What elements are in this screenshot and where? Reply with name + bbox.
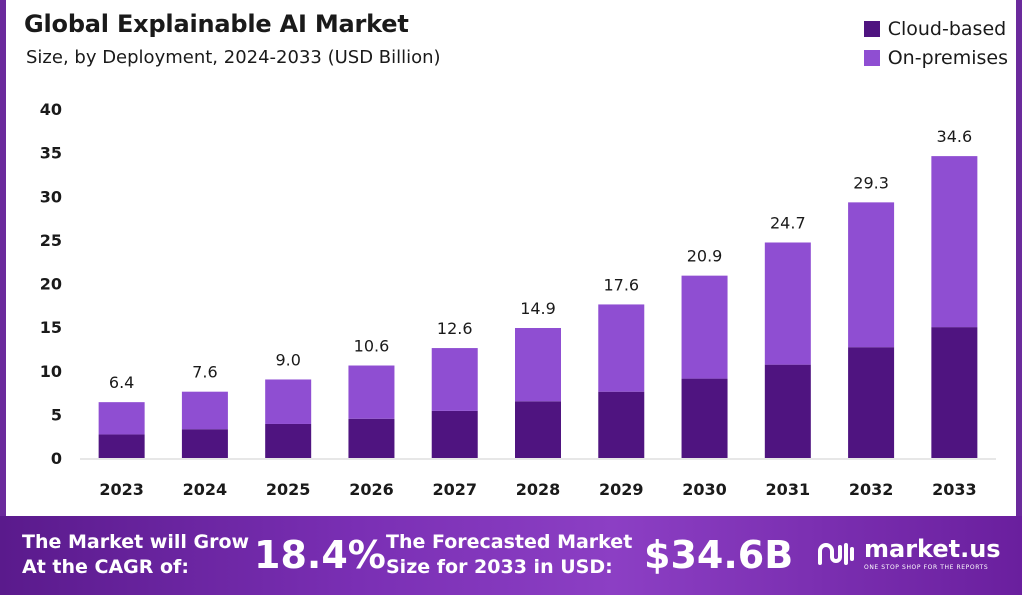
x-tick-label: 2025 — [266, 480, 311, 499]
legend-label-cloud: Cloud-based — [887, 17, 1007, 40]
y-tick-label: 20 — [40, 275, 62, 294]
bar-segment-cloud — [764, 364, 811, 458]
bar-segment-cloud — [515, 401, 561, 458]
x-tick-label: 2030 — [682, 480, 727, 499]
bar-segment-onprem — [98, 402, 145, 435]
brand-tagline: ONE STOP SHOP FOR THE REPORTS — [864, 564, 989, 571]
bar-segment-onprem — [931, 156, 978, 328]
bar-segment-onprem — [515, 327, 561, 402]
bar-segment-cloud — [181, 429, 228, 458]
bar-total-label: 10.6 — [354, 337, 390, 356]
bar-total-label: 20.9 — [687, 247, 723, 266]
chart-title: Global Explainable AI Market — [24, 10, 409, 38]
y-tick-label: 5 — [51, 405, 62, 424]
bar-total-label: 24.7 — [770, 213, 806, 232]
bar-segment-cloud — [848, 347, 895, 458]
x-tick-label: 2028 — [516, 480, 561, 499]
y-tick-label: 10 — [40, 362, 62, 381]
bar-segment-onprem — [265, 379, 312, 424]
cagr-value: 18.4% — [254, 533, 386, 577]
bar-total-label: 7.6 — [192, 363, 217, 382]
legend-item-onprem: On-premises — [863, 43, 1008, 72]
x-tick-label: 2032 — [849, 480, 894, 499]
bar-segment-cloud — [98, 434, 145, 458]
bar-total-label: 34.6 — [937, 127, 973, 146]
forecast-text-line2: Size for 2033 in USD: — [386, 556, 613, 578]
bar-total-label: 17.6 — [603, 275, 639, 294]
forecast-text: The Forecasted Market Size for 2033 in U… — [386, 530, 632, 580]
forecast-value: $34.6B — [644, 533, 794, 577]
bar-segment-onprem — [681, 275, 728, 379]
y-tick-label: 35 — [40, 144, 62, 163]
bar-segment-onprem — [764, 242, 811, 365]
bar-total-label: 29.3 — [853, 173, 889, 192]
bar-segment-cloud — [681, 378, 728, 458]
bar-segment-onprem — [431, 348, 478, 411]
legend-item-cloud: Cloud-based — [863, 14, 1008, 43]
chart-subtitle: Size, by Deployment, 2024-2033 (USD Bill… — [26, 47, 441, 68]
cagr-text-line1: The Market will Grow — [22, 531, 250, 553]
x-tick-label: 2023 — [99, 480, 144, 499]
bar-total-label: 9.0 — [275, 350, 300, 369]
bar-segment-cloud — [265, 423, 312, 458]
bar-total-label: 14.9 — [520, 299, 556, 318]
legend-swatch-cloud — [863, 20, 880, 37]
bar-total-label: 6.4 — [109, 373, 134, 392]
market-us-logo-icon — [818, 542, 854, 565]
x-tick-label: 2029 — [599, 480, 644, 499]
bar-segment-onprem — [348, 365, 395, 419]
y-tick-label: 15 — [40, 318, 62, 337]
bar-chart: 05101520253035406.420237.620249.0202510.… — [40, 100, 996, 499]
y-tick-label: 30 — [40, 187, 62, 206]
bar-segment-onprem — [181, 391, 228, 430]
x-tick-label: 2033 — [932, 480, 977, 499]
y-tick-label: 40 — [40, 100, 62, 119]
bar-total-label: 12.6 — [437, 319, 473, 338]
brand: market.us ONE STOP SHOP FOR THE REPORTS — [816, 536, 1001, 571]
x-tick-label: 2031 — [766, 480, 811, 499]
legend-label-onprem: On-premises — [887, 46, 1008, 69]
chart-legend: Cloud-based On-premises — [863, 14, 1008, 72]
y-tick-label: 0 — [51, 449, 62, 468]
brand-name: market.us — [864, 535, 1001, 563]
legend-swatch-onprem — [863, 49, 880, 66]
summary-banner: The Market will Grow At the CAGR of: 18.… — [0, 516, 1022, 595]
x-tick-label: 2026 — [349, 480, 394, 499]
y-tick-label: 25 — [40, 231, 62, 250]
bar-segment-cloud — [431, 410, 478, 458]
forecast-text-line1: The Forecasted Market — [386, 531, 633, 553]
x-tick-label: 2024 — [183, 480, 228, 499]
bar-segment-onprem — [598, 304, 645, 392]
bar-segment-cloud — [931, 327, 978, 458]
bar-segment-onprem — [848, 202, 895, 348]
x-tick-label: 2027 — [432, 480, 477, 499]
bar-segment-cloud — [598, 391, 645, 458]
cagr-text: The Market will Grow At the CAGR of: — [22, 530, 249, 580]
bar-segment-cloud — [348, 418, 395, 458]
cagr-text-line2: At the CAGR of: — [22, 556, 189, 578]
